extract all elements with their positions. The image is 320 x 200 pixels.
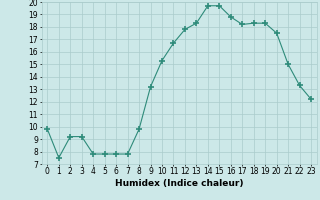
X-axis label: Humidex (Indice chaleur): Humidex (Indice chaleur) (115, 179, 244, 188)
